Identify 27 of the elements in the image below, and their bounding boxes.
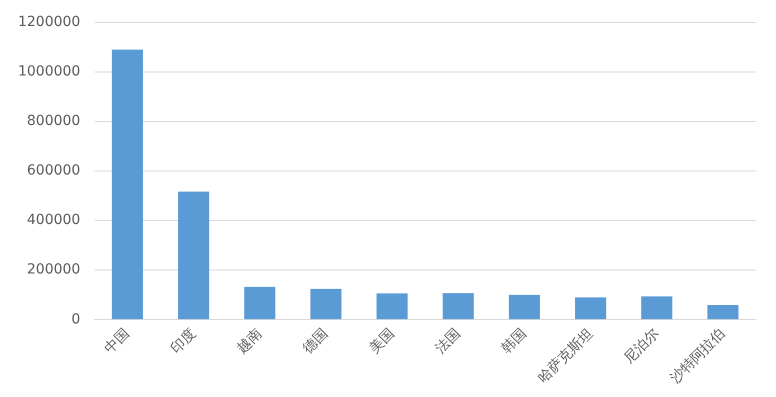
x-tick-label: 沙特阿拉伯 — [668, 326, 728, 386]
y-tick-label: 200000 — [26, 262, 80, 278]
bar — [508, 294, 540, 320]
y-tick-label: 0 — [71, 311, 80, 328]
bar — [707, 305, 738, 320]
bar — [178, 192, 210, 320]
x-tick-label: 尼泊尔 — [621, 326, 662, 367]
y-tick-label: 600000 — [26, 162, 80, 179]
y-tick-label: 1000000 — [18, 64, 80, 80]
y-tick-label: 1200000 — [18, 14, 80, 30]
x-tick-label: 哈萨克斯坦 — [535, 326, 596, 386]
x-tick-label: 印度 — [168, 326, 199, 357]
bar — [310, 288, 342, 320]
bar — [112, 50, 143, 320]
x-tick-label: 中国 — [102, 326, 133, 357]
bar — [376, 293, 408, 320]
bar — [575, 297, 606, 320]
x-tick-label: 德国 — [300, 326, 332, 357]
x-tick-label: 美国 — [366, 326, 398, 357]
x-tick-label: 韩国 — [498, 326, 530, 357]
y-tick-label: 400000 — [26, 212, 80, 228]
y-tick-label: 800000 — [26, 113, 80, 130]
bar — [442, 293, 474, 320]
x-tick-label: 法国 — [432, 326, 464, 357]
x-tick-label: 越南 — [234, 326, 266, 357]
bar — [641, 296, 672, 320]
bar — [244, 286, 276, 320]
